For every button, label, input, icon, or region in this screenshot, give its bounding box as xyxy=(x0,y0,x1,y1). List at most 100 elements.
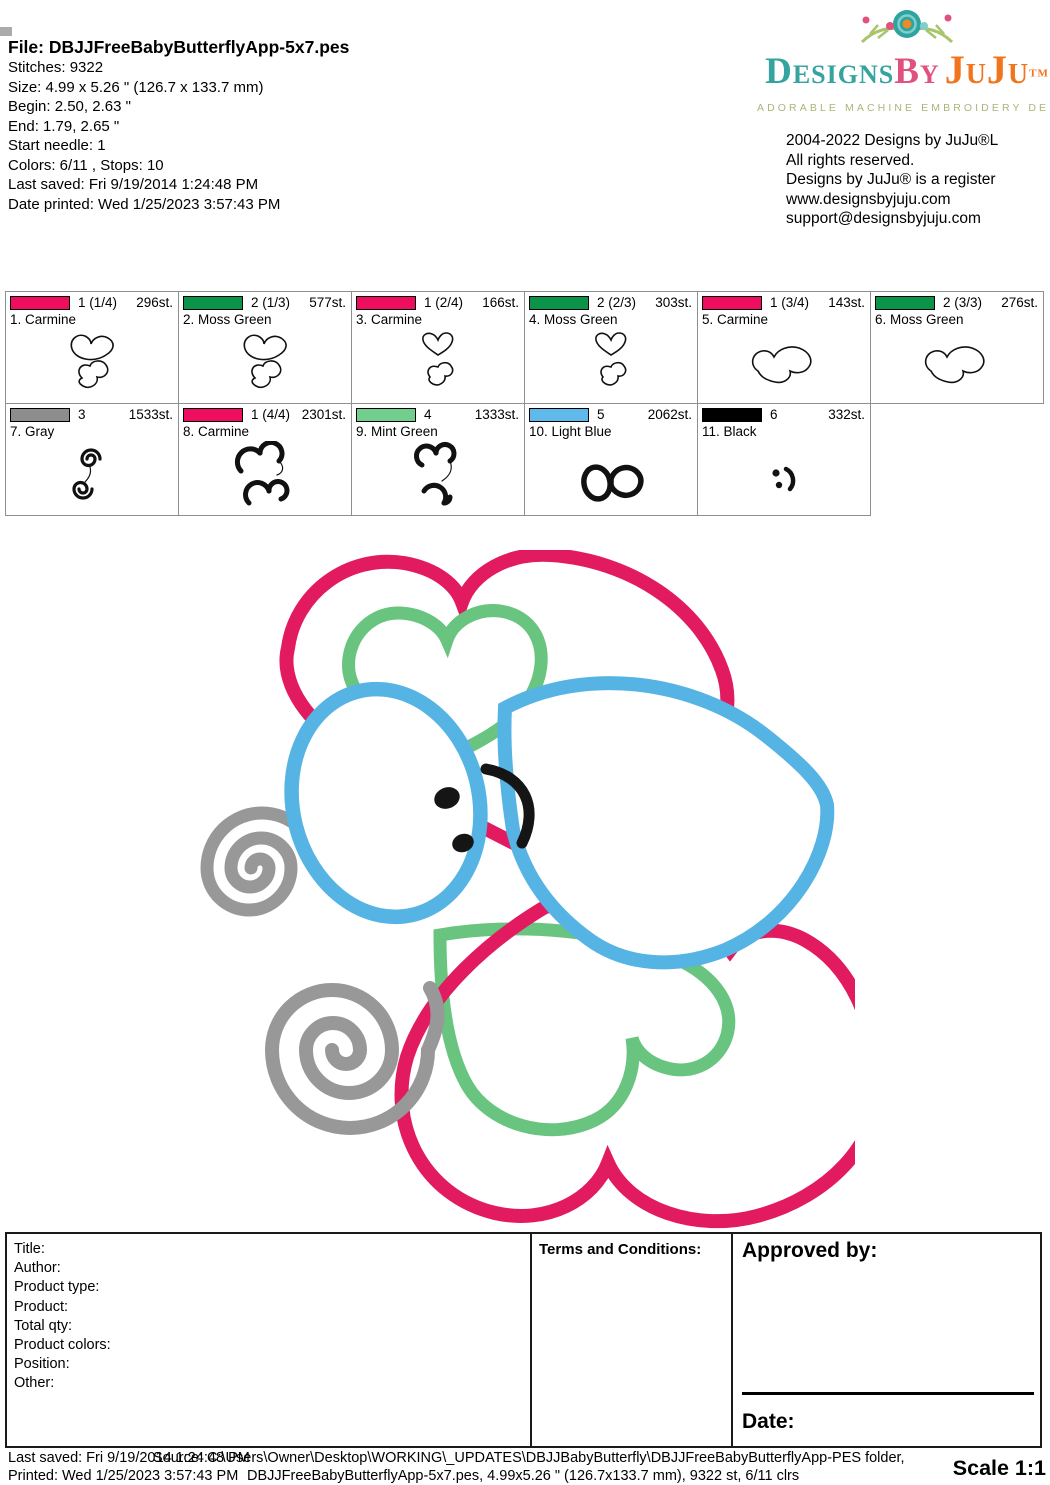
thread-color-name: 9. Mint Green xyxy=(356,424,438,439)
block-stitch-count: 2301st. xyxy=(301,407,346,422)
scale-label: Scale 1:1 xyxy=(952,1456,1046,1480)
right-eye xyxy=(452,833,474,853)
top-green-heart xyxy=(342,604,548,766)
block-stitch-count: 332st. xyxy=(828,407,865,422)
stitch-segment-thumbnail xyxy=(72,448,102,500)
thumbnail-shape xyxy=(422,332,454,356)
embroidery-design-preview xyxy=(200,550,855,1229)
trademark-symbol: TM xyxy=(1029,67,1049,80)
color-block-cell: 5 2062st. 10. Light Blue xyxy=(524,403,698,516)
footer-source-path: Source: C:\Users\Owner\Desktop\WORKING\_… xyxy=(153,1450,905,1466)
thread-color-swatch xyxy=(356,408,416,422)
order-field-label: Total qty: xyxy=(14,1317,73,1334)
thread-color-name: 2. Moss Green xyxy=(183,312,272,327)
thumbnail-shape xyxy=(414,443,439,468)
needle-number: 4 xyxy=(424,407,432,422)
thumbnail-shape xyxy=(441,494,453,506)
block-stitch-count: 166st. xyxy=(482,295,519,310)
thumbnail-shape xyxy=(72,480,94,500)
thread-color-swatch xyxy=(10,408,70,422)
antenna-spiral-bottom xyxy=(264,981,445,1135)
thumbnail-shape xyxy=(924,346,985,384)
needle-number: 1 (4/4) xyxy=(251,407,291,422)
order-info-box: Title: Author: Product type: Product: Total … xyxy=(5,1232,532,1448)
order-field-label: Position: xyxy=(14,1356,70,1373)
order-field-label: Other: xyxy=(14,1375,55,1392)
thumbnail-shape xyxy=(243,334,287,361)
thumbnail-shape xyxy=(251,360,282,389)
thread-color-name: 3. Carmine xyxy=(356,312,423,327)
block-stitch-count: 303st. xyxy=(655,295,692,310)
order-field-label: Author: xyxy=(14,1260,61,1277)
thumbnail-shape xyxy=(266,479,290,502)
footer-printed: Printed: Wed 1/25/2023 3:57:43 PM xyxy=(8,1468,239,1484)
stitch-count: Stitches: 9322 xyxy=(8,59,104,76)
color-block-cell: 2 (2/3) 303st. 4. Moss Green xyxy=(524,291,698,404)
stitch-segment-thumbnail xyxy=(595,332,627,386)
stitch-segment-thumbnail xyxy=(581,464,644,502)
color-block-cell: 3 1533st. 7. Gray xyxy=(5,403,179,516)
thumbnail-shape xyxy=(600,361,627,386)
terms-label: Terms and Conditions: xyxy=(539,1241,702,1258)
color-block-cell: 1 (3/4) 143st. 5. Carmine xyxy=(697,291,871,404)
thumbnail-shape xyxy=(243,480,272,506)
thumbnail-shape xyxy=(234,446,263,474)
thumbnail-shape xyxy=(581,464,613,502)
brand-juju: JuJu xyxy=(944,47,1030,92)
thread-color-swatch xyxy=(529,296,589,310)
needle-number: 6 xyxy=(770,407,778,422)
terms-box: Terms and Conditions: xyxy=(530,1232,733,1448)
thumbnail-shape xyxy=(276,460,284,476)
thread-color-name: 7. Gray xyxy=(10,424,55,439)
copyright-line: www.designsbyjuju.com xyxy=(786,190,951,208)
stitch-segment-thumbnail xyxy=(234,441,290,506)
stitch-segment-thumbnail xyxy=(751,346,812,384)
thumbnail-shape xyxy=(595,332,627,356)
needle-number: 2 (2/3) xyxy=(597,295,637,310)
signature-line xyxy=(742,1392,1034,1395)
order-field-label: Title: xyxy=(14,1241,45,1257)
needle-number: 1 (3/4) xyxy=(770,295,810,310)
order-field-label: Product type: xyxy=(14,1279,100,1296)
block-stitch-count: 143st. xyxy=(828,295,865,310)
color-block-cell: 2 (3/3) 276st. 6. Moss Green xyxy=(870,291,1044,404)
copyright-line: support@designsbyjuju.com xyxy=(786,210,981,227)
thumbnail-shape xyxy=(783,466,796,492)
stitch-segment-thumbnail xyxy=(772,466,796,492)
thread-color-swatch xyxy=(183,408,243,422)
thread-color-name: 11. Black xyxy=(702,424,757,439)
copyright-block: 2004-2022 Designs by JuJu®L All rights re… xyxy=(786,131,998,229)
block-stitch-count: 296st. xyxy=(136,295,173,310)
needle-number: 1 (2/4) xyxy=(424,295,464,310)
order-fields: Title: Author: Product type: Product: Total … xyxy=(14,1240,111,1394)
order-field-label: Product: xyxy=(14,1298,68,1315)
color-block-cell: 4 1333st. 9. Mint Green xyxy=(351,403,525,516)
color-block-cell: 1 (1/4) 296st. 1. Carmine xyxy=(5,291,179,404)
thread-color-name: 6. Moss Green xyxy=(875,312,964,327)
design-size: Size: 4.99 x 5.26 " (126.7 x 133.7 mm) xyxy=(8,78,264,96)
thread-color-name: 4. Moss Green xyxy=(529,312,618,327)
thumbnail-shape xyxy=(427,361,454,386)
thread-color-swatch xyxy=(10,296,70,310)
thread-color-name: 8. Carmine xyxy=(183,424,250,439)
flower-icon xyxy=(860,10,954,44)
thumbnail-shape xyxy=(751,346,812,384)
begin-coord: Begin: 2.50, 2.63 " xyxy=(8,98,131,115)
thumbnail-shape xyxy=(80,448,102,468)
block-stitch-count: 1533st. xyxy=(128,407,173,422)
date-printed: Date printed: Wed 1/25/2023 3:57:43 PM xyxy=(8,195,281,213)
footer-file-info: DBJJFreeBabyButterflyApp-5x7.pes, 4.99x5… xyxy=(247,1468,800,1484)
thumbnail-shape xyxy=(257,441,285,464)
thread-color-name: 5. Carmine xyxy=(702,312,769,327)
approval-box: Approved by: Date: xyxy=(731,1232,1042,1448)
copyright-line: 2004-2022 Designs by JuJu®L xyxy=(786,132,999,149)
brand-logo: DesignsBy JuJuTM ADORABLE MACHINE EMBROI… xyxy=(757,4,1050,114)
color-block-cell: 6 332st. 11. Black xyxy=(697,403,871,516)
copyright-line: All rights reserved. xyxy=(786,151,915,169)
thread-color-swatch xyxy=(529,408,589,422)
stitch-segment-thumbnail xyxy=(243,334,287,389)
order-field-label: Product colors: xyxy=(14,1337,111,1354)
needle-number: 3 xyxy=(78,407,86,422)
scan-artifact xyxy=(0,27,12,36)
